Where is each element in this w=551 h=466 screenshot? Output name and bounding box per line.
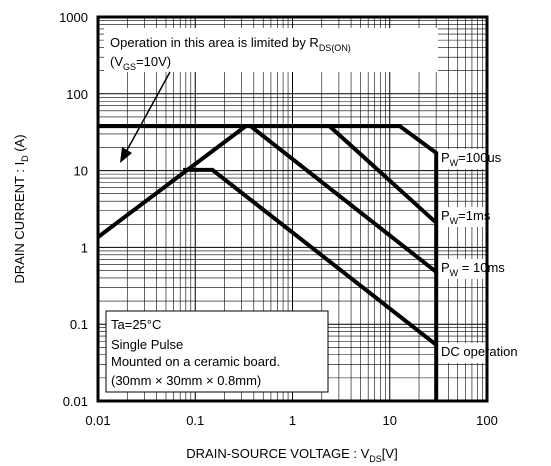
x-tick-label: 100 xyxy=(476,413,498,428)
note-text: Operation in this area is limited by RDS… xyxy=(110,35,351,53)
text-part: P xyxy=(441,260,450,275)
series-label: PW=100us xyxy=(441,150,502,168)
text-part: W xyxy=(450,216,459,226)
plot-frame xyxy=(96,15,489,403)
label-background xyxy=(438,343,550,363)
arrow-head xyxy=(120,147,132,163)
text-part: W xyxy=(450,268,459,278)
note-text: (VGS=10V) xyxy=(110,54,171,72)
series-label: PW=1ms xyxy=(441,208,491,226)
text-part: P xyxy=(441,208,450,223)
series-line xyxy=(328,124,438,225)
y-axis-label: DRAIN CURRENT : ID (A) xyxy=(12,134,30,283)
text-part: Operation in this area is limited by R xyxy=(110,35,319,50)
condition-text: Ta=25°C xyxy=(111,317,161,332)
text-part: GS xyxy=(123,62,136,72)
text-part: W xyxy=(450,158,459,168)
text-part: DRAIN-SOURCE VOLTAGE : V xyxy=(186,446,369,461)
text-part: (V xyxy=(110,54,123,69)
series-line xyxy=(98,124,439,401)
series-line xyxy=(96,124,247,239)
text-part: P xyxy=(441,150,450,165)
series-line xyxy=(183,167,438,347)
note-box xyxy=(104,28,438,72)
x-tick-label: 1 xyxy=(289,413,296,428)
label-background xyxy=(438,259,500,279)
x-tick-label: 0.01 xyxy=(85,413,110,428)
text-part: = 10ms xyxy=(458,260,505,275)
label-background xyxy=(438,149,500,169)
label-background xyxy=(438,207,492,227)
text-part: =100us xyxy=(458,150,502,165)
y-tick-label: 100 xyxy=(66,87,88,102)
arrow-line xyxy=(125,71,171,153)
y-tick-label: 0.1 xyxy=(70,317,88,332)
text-part: D xyxy=(20,155,30,162)
condition-text: Single Pulse xyxy=(111,337,183,352)
series-label: DC operation xyxy=(441,344,518,359)
y-tick-label: 0.01 xyxy=(63,394,88,409)
text-part: (A) xyxy=(12,134,27,155)
series-line xyxy=(249,124,438,274)
y-tick-label: 1 xyxy=(81,240,88,255)
x-tick-label: 0.1 xyxy=(186,413,204,428)
text-part: DS xyxy=(369,454,382,464)
conditions-box xyxy=(105,310,329,393)
condition-text: Mounted on a ceramic board. xyxy=(111,354,280,369)
series-label: PW = 10ms xyxy=(441,260,505,278)
text-part: DRAIN CURRENT : I xyxy=(12,162,27,284)
condition-text: (30mm × 30mm × 0.8mm) xyxy=(111,373,261,388)
text-part: DS(ON) xyxy=(319,43,351,53)
y-tick-label: 1000 xyxy=(59,10,88,25)
x-axis-label: DRAIN-SOURCE VOLTAGE : VDS[V] xyxy=(186,446,397,464)
x-tick-label: 10 xyxy=(383,413,397,428)
y-tick-label: 10 xyxy=(74,164,88,179)
text-part: [V] xyxy=(382,446,398,461)
text-part: DC operation xyxy=(441,344,518,359)
text-part: =10V) xyxy=(136,54,171,69)
text-part: =1ms xyxy=(458,208,491,223)
